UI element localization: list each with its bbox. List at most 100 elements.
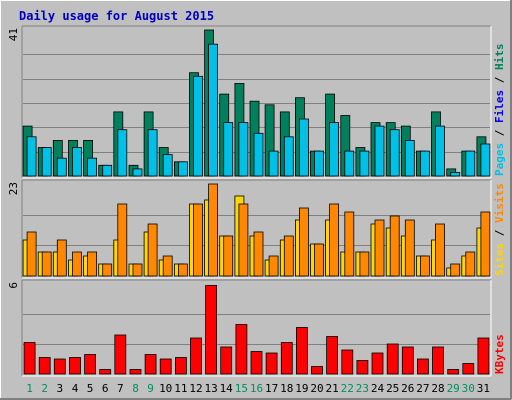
bar-kbytes-day-19 [295, 327, 308, 375]
bar-kbytes-day-10 [159, 358, 172, 375]
x-tick-label-day-28: 28 [431, 382, 444, 395]
x-tick-label-day-20: 20 [310, 382, 323, 395]
bar-visits-day-2 [41, 251, 52, 277]
x-tick-label-day-9: 9 [147, 382, 154, 395]
bar-pages-day-3 [56, 157, 67, 177]
bar-visits-day-27 [419, 255, 430, 277]
legend: Pages / Files / Hits [493, 44, 506, 177]
bar-visits-day-6 [102, 263, 113, 277]
bar-kbytes-day-22 [341, 349, 354, 375]
bar-pages-day-5 [87, 157, 97, 177]
legend: KBytes [493, 334, 506, 374]
x-tick-label-day-17: 17 [265, 382, 278, 395]
bar-visits-day-5 [87, 251, 97, 277]
bar-pages-day-13 [208, 43, 219, 177]
bar-kbytes-day-8 [129, 369, 142, 375]
bar-visits-day-13 [208, 183, 219, 277]
bar-pages-day-7 [117, 129, 128, 177]
bar-visits-day-30 [465, 251, 476, 277]
bar-pages-day-11 [177, 161, 188, 177]
legend-item: Visits [493, 183, 506, 223]
bar-pages-day-14 [223, 122, 234, 177]
bar-visits-day-26 [404, 219, 415, 277]
x-tick-label-day-11: 11 [174, 382, 187, 395]
x-tick-label-day-5: 5 [87, 382, 94, 395]
bar-pages-day-21 [329, 122, 340, 177]
x-tick-label-day-21: 21 [325, 382, 338, 395]
chart-panels: 41 Pages / Files / Hits 23 Sites / Visits 6 K… [7, 25, 506, 377]
bar-pages-day-20 [314, 150, 324, 177]
bar-kbytes-day-17 [265, 352, 278, 375]
bar-kbytes-day-9 [144, 354, 157, 375]
legend-item: Pages [493, 143, 506, 176]
x-tick-label-day-13: 13 [204, 382, 217, 395]
bar-kbytes-day-25 [386, 343, 399, 375]
bar-pages-day-25 [389, 129, 400, 177]
bar-visits-day-24 [374, 219, 385, 277]
panel-visits-sites: 23 Sites / Visits [7, 179, 506, 279]
bar-pages-day-23 [359, 150, 370, 177]
bar-visits-day-3 [56, 239, 67, 277]
bar-kbytes-day-28 [432, 346, 444, 375]
bar-visits-day-4 [72, 251, 82, 277]
bar-pages-day-26 [404, 139, 415, 177]
bar-kbytes-day-11 [174, 357, 187, 375]
bar-visits-day-23 [359, 251, 370, 277]
x-tick-label-day-25: 25 [386, 382, 399, 395]
bar-visits-day-16 [253, 231, 264, 277]
bar-pages-day-1 [26, 136, 37, 177]
y-axis-max-label: 23 [7, 182, 20, 195]
bar-visits-day-20 [314, 243, 324, 277]
bar-kbytes-day-14 [220, 346, 233, 375]
bar-visits-day-29 [450, 263, 461, 277]
x-tick-label-day-7: 7 [117, 382, 124, 395]
bar-kbytes-day-2 [38, 357, 51, 375]
bar-visits-day-1 [26, 231, 37, 277]
legend-item: Files [493, 90, 506, 123]
bar-pages-day-16 [253, 132, 264, 177]
bar-kbytes-day-27 [416, 358, 429, 375]
y-axis-max-label: 41 [7, 28, 20, 41]
bar-pages-day-22 [344, 150, 355, 177]
bar-kbytes-day-3 [53, 358, 66, 375]
bar-kbytes-day-30 [462, 363, 475, 375]
legend-item: / [493, 70, 506, 90]
x-tick-label-day-3: 3 [56, 382, 63, 395]
x-tick-label-day-6: 6 [102, 382, 109, 395]
bar-pages-day-12 [193, 75, 203, 177]
x-tick-label-day-18: 18 [280, 382, 293, 395]
bar-visits-day-11 [177, 263, 188, 277]
bar-pages-day-19 [298, 118, 309, 177]
x-tick-label-day-10: 10 [159, 382, 172, 395]
bar-visits-day-19 [298, 207, 309, 277]
bar-pages-day-9 [147, 129, 158, 177]
legend: Sites / Visits [493, 183, 506, 276]
bar-pages-day-6 [102, 164, 113, 177]
bar-kbytes-day-4 [69, 357, 81, 375]
legend-item: Sites [493, 243, 506, 276]
x-tick-label-day-12: 12 [189, 382, 202, 395]
bar-visits-day-12 [193, 203, 203, 277]
bar-kbytes-day-7 [114, 334, 127, 375]
bar-kbytes-day-20 [311, 366, 323, 375]
bar-visits-day-15 [238, 203, 249, 277]
x-tick-label-day-26: 26 [401, 382, 414, 395]
bar-kbytes-day-1 [23, 342, 36, 375]
chart-title: Daily usage for August 2015 [19, 9, 214, 23]
x-tick-label-day-27: 27 [416, 382, 429, 395]
bar-pages-day-15 [238, 122, 249, 177]
bar-visits-day-17 [268, 255, 279, 277]
bar-kbytes-day-29 [447, 369, 460, 375]
bar-pages-day-28 [435, 125, 445, 177]
x-tick-label-day-31: 31 [477, 382, 490, 395]
bar-kbytes-day-18 [280, 342, 293, 375]
panel-kbytes: 6 KBytes [7, 279, 506, 377]
bar-kbytes-day-15 [235, 324, 248, 375]
bar-pages-day-10 [162, 154, 173, 177]
bar-visits-day-10 [162, 255, 173, 277]
x-tick-label-day-15: 15 [235, 382, 248, 395]
legend-item: KBytes [493, 334, 506, 374]
x-tick-label-day-4: 4 [72, 382, 79, 395]
bar-kbytes-day-23 [356, 360, 369, 375]
